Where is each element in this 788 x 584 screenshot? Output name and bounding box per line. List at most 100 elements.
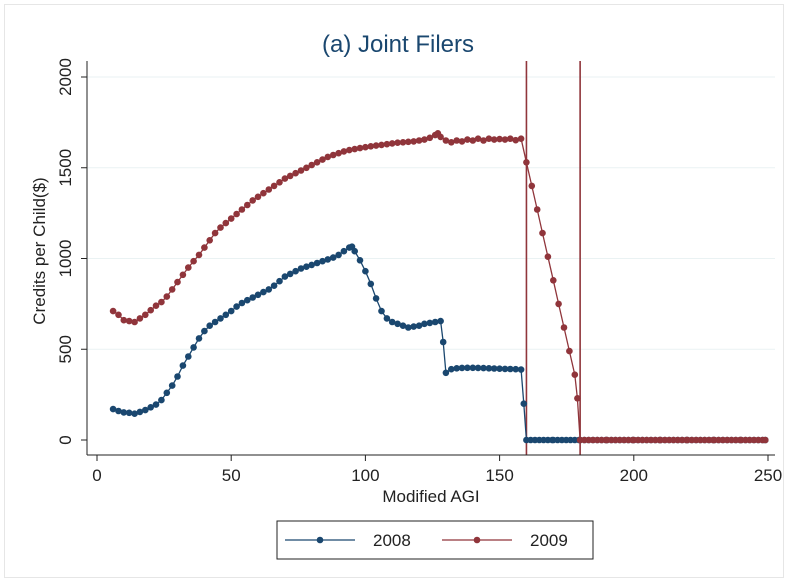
x-tick-label: 250	[754, 466, 782, 485]
data-point	[115, 311, 122, 319]
data-point	[270, 282, 278, 290]
legend-label: 2009	[530, 531, 568, 550]
y-tick-label: 2000	[56, 58, 75, 96]
data-point	[533, 206, 541, 213]
data-point	[464, 364, 471, 372]
data-point	[378, 307, 385, 315]
data-point	[388, 318, 396, 326]
data-point	[227, 307, 235, 315]
data-point	[351, 145, 359, 153]
data-point	[125, 317, 133, 325]
data-point	[158, 298, 165, 306]
data-point	[555, 300, 562, 308]
data-point	[517, 366, 525, 373]
data-point	[474, 135, 482, 142]
series-2009	[109, 130, 769, 444]
data-point	[308, 261, 316, 269]
data-point	[147, 404, 154, 411]
data-point	[158, 396, 165, 404]
data-point	[179, 271, 187, 279]
data-point	[270, 182, 278, 190]
reference-lines	[525, 61, 581, 455]
data-point	[469, 137, 477, 144]
data-point	[378, 141, 385, 149]
data-point	[458, 138, 466, 145]
grid-lines	[87, 76, 775, 350]
data-point	[222, 219, 230, 227]
data-point	[168, 382, 176, 389]
data-point	[485, 365, 493, 372]
data-point	[168, 286, 176, 293]
x-tick-label: 50	[222, 466, 241, 485]
data-point	[292, 169, 299, 177]
data-point	[415, 322, 423, 330]
data-point	[286, 270, 294, 278]
data-point	[254, 193, 262, 201]
data-point	[512, 365, 519, 373]
y-tick-label: 1500	[56, 149, 75, 187]
data-point	[142, 406, 149, 414]
x-tick-label: 150	[485, 466, 513, 485]
data-point	[120, 409, 128, 416]
data-point	[211, 229, 219, 237]
y-tick-label: 1000	[56, 240, 75, 278]
data-point	[142, 311, 149, 319]
data-point	[362, 267, 369, 275]
data-point	[474, 364, 482, 372]
x-tick-label: 200	[620, 466, 648, 485]
data-point	[222, 311, 230, 319]
data-point	[566, 347, 573, 355]
x-tick-label: 0	[92, 466, 101, 485]
data-point	[185, 264, 192, 271]
data-point	[206, 322, 213, 330]
data-point	[410, 138, 418, 145]
data-point	[405, 324, 412, 331]
data-point	[152, 401, 160, 408]
data-point	[211, 318, 219, 326]
legend-label: 2008	[373, 531, 411, 550]
data-point	[496, 135, 503, 143]
data-point	[201, 244, 208, 251]
data-point	[448, 365, 455, 373]
data-point	[356, 257, 364, 264]
data-point	[260, 189, 267, 197]
data-point	[324, 256, 332, 263]
data-point	[238, 299, 246, 307]
data-point	[485, 135, 493, 142]
data-point	[120, 316, 128, 324]
y-ticks: 0 500 1000 1500 2000	[56, 58, 87, 445]
data-point	[762, 436, 769, 444]
data-point	[319, 257, 326, 265]
data-point	[340, 148, 348, 155]
data-point	[281, 273, 289, 280]
data-point	[227, 215, 235, 222]
data-point	[131, 410, 138, 418]
data-point	[249, 294, 256, 301]
data-point	[249, 197, 256, 204]
data-point	[421, 136, 428, 143]
data-point	[367, 143, 375, 150]
data-point	[174, 373, 181, 380]
data-point	[260, 288, 267, 296]
data-point	[297, 265, 305, 272]
data-point	[520, 400, 528, 408]
chart-title: (a) Joint Filers	[322, 31, 474, 58]
data-point	[324, 153, 332, 161]
y-tick-label: 0	[56, 435, 75, 444]
data-point	[238, 206, 246, 213]
data-point	[574, 395, 581, 402]
data-point	[399, 322, 407, 330]
data-point	[206, 237, 213, 244]
legend-swatch-marker	[316, 536, 324, 544]
data-point	[136, 315, 144, 322]
x-axis-label: Modified AGI	[382, 487, 479, 506]
data-point	[152, 302, 160, 310]
data-point	[415, 137, 423, 144]
data-point	[453, 365, 461, 372]
data-point	[329, 254, 337, 261]
data-point	[131, 318, 138, 326]
data-point	[244, 201, 251, 209]
data-point	[388, 140, 396, 147]
data-point	[439, 338, 447, 346]
data-point	[367, 280, 375, 288]
